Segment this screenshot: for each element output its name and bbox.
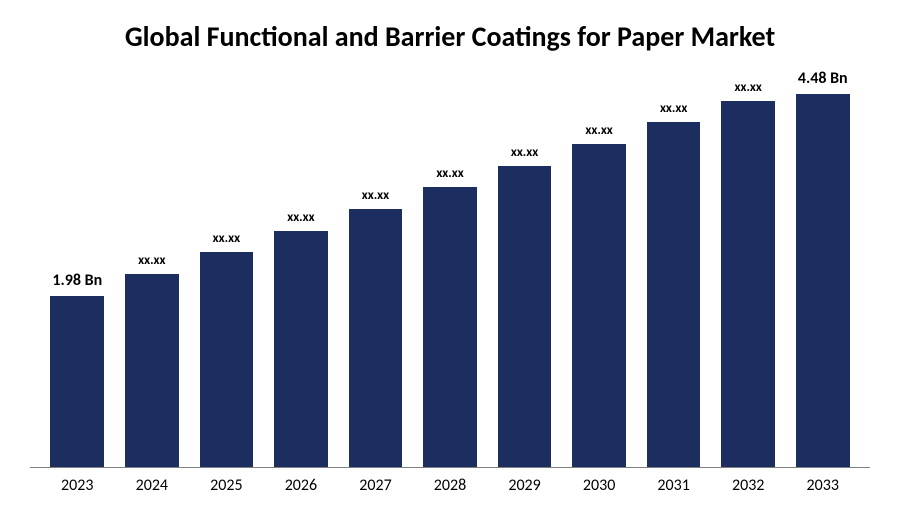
- bar: [125, 274, 179, 467]
- bar-group: 1.98 Bn: [40, 69, 115, 467]
- chart-container: Global Functional and Barrier Coatings f…: [0, 0, 900, 525]
- x-tick-label: 2032: [711, 476, 786, 495]
- x-tick-label: 2031: [636, 476, 711, 495]
- chart-title: Global Functional and Barrier Coatings f…: [30, 20, 870, 54]
- bar-group: xx.xx: [711, 69, 786, 467]
- x-axis: 2023202420252026202720282029203020312032…: [30, 468, 870, 495]
- x-tick-label: 2029: [487, 476, 562, 495]
- bar: [50, 296, 104, 467]
- bar: [796, 94, 850, 467]
- x-tick-label: 2026: [264, 476, 339, 495]
- bar-group: xx.xx: [562, 69, 637, 467]
- bar-group: xx.xx: [487, 69, 562, 467]
- bar-group: xx.xx: [264, 69, 339, 467]
- x-tick-label: 2024: [115, 476, 190, 495]
- bar-group: xx.xx: [189, 69, 264, 467]
- bar-value-label: xx.xx: [585, 123, 612, 138]
- bar-value-label: xx.xx: [511, 145, 538, 160]
- x-tick-label: 2023: [40, 476, 115, 495]
- bar-value-label: xx.xx: [362, 188, 389, 203]
- x-tick-label: 2033: [785, 476, 860, 495]
- bar-group: xx.xx: [115, 69, 190, 467]
- bar-value-label: xx.xx: [138, 253, 165, 268]
- x-tick-label: 2030: [562, 476, 637, 495]
- bar-value-label: 4.48 Bn: [798, 69, 848, 88]
- bar-value-label: xx.xx: [660, 101, 687, 116]
- bar: [200, 252, 254, 467]
- x-tick-label: 2025: [189, 476, 264, 495]
- bar-value-label: xx.xx: [287, 210, 314, 225]
- bar: [647, 122, 701, 467]
- bar: [572, 144, 626, 467]
- bar: [423, 187, 477, 467]
- bar: [498, 166, 552, 467]
- bar: [721, 101, 775, 467]
- bar: [274, 231, 328, 467]
- x-tick-label: 2027: [338, 476, 413, 495]
- bar-group: 4.48 Bn: [785, 69, 860, 467]
- bar-group: xx.xx: [413, 69, 488, 467]
- x-tick-label: 2028: [413, 476, 488, 495]
- bar-value-label: xx.xx: [436, 166, 463, 181]
- bar-group: xx.xx: [338, 69, 413, 467]
- bar-value-label: xx.xx: [213, 231, 240, 246]
- bar-value-label: 1.98 Bn: [52, 271, 102, 290]
- bar-group: xx.xx: [636, 69, 711, 467]
- bar-value-label: xx.xx: [735, 80, 762, 95]
- plot-area: 1.98 Bn xx.xx xx.xx xx.xx xx.xx xx.xx xx.xx xx.…: [30, 69, 870, 468]
- bar: [349, 209, 403, 467]
